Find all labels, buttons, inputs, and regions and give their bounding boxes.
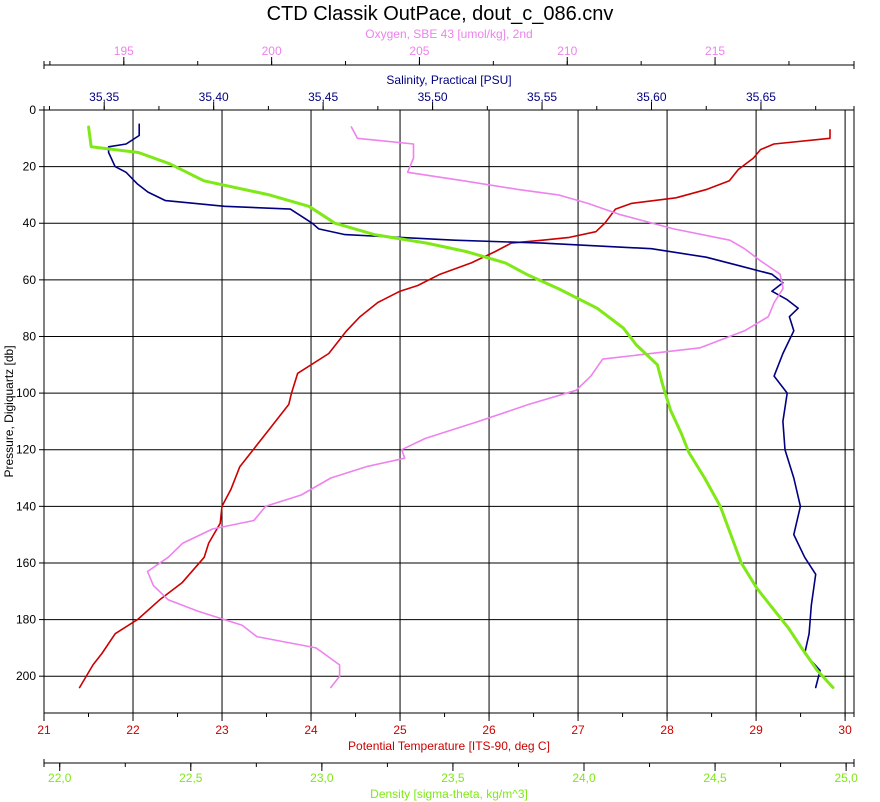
density-tick-label-5: 24,5 — [703, 771, 727, 785]
temperature-tick-label-1: 22 — [126, 723, 140, 737]
temperature-tick-label-8: 29 — [749, 723, 763, 737]
y-tick-label-1: 20 — [23, 160, 37, 174]
y-axis-label: Pressure, Digiquartz [db] — [2, 345, 16, 477]
density-tick-label-1: 22,5 — [179, 771, 203, 785]
temperature-tick-label-6: 27 — [571, 723, 585, 737]
salinity-tick-label-4: 35,55 — [527, 90, 557, 104]
density-tick-label-2: 23,0 — [310, 771, 334, 785]
oxygen-tick-label-1: 200 — [262, 44, 282, 58]
density-tick-label-0: 22,0 — [48, 771, 72, 785]
temperature-axis-label: Potential Temperature [ITS-90, deg C] — [348, 739, 550, 753]
temperature-tick-label-0: 21 — [37, 723, 51, 737]
density-tick-label-6: 25,0 — [834, 771, 858, 785]
oxygen-axis-label: Oxygen, SBE 43 [umol/kg], 2nd — [365, 27, 532, 41]
y-tick-label-3: 60 — [23, 273, 37, 287]
oxygen-tick-label-2: 205 — [409, 44, 429, 58]
oxygen-series-line — [146, 126, 784, 689]
salinity-tick-label-5: 35,60 — [636, 90, 666, 104]
salinity-axis-label: Salinity, Practical [PSU] — [386, 73, 511, 87]
temperature-tick-label-3: 24 — [304, 723, 318, 737]
density-tick-label-4: 24,0 — [572, 771, 596, 785]
y-tick-label-2: 40 — [23, 216, 37, 230]
y-tick-label-5: 100 — [16, 386, 36, 400]
oxygen-tick-label-4: 215 — [705, 44, 725, 58]
y-tick-label-0: 0 — [29, 103, 36, 117]
density-axis-label: Density [sigma-theta, kg/m^3] — [370, 787, 528, 801]
chart-title: CTD Classik OutPace, dout_c_086.cnv — [267, 3, 614, 25]
y-tick-label-10: 200 — [16, 669, 36, 683]
density-series-line — [87, 125, 835, 689]
y-tick-label-6: 120 — [16, 443, 36, 457]
salinity-tick-label-1: 35,40 — [199, 90, 229, 104]
temperature-series-line — [78, 129, 831, 689]
y-tick-label-7: 140 — [16, 499, 36, 513]
salinity-series-line — [107, 123, 821, 689]
salinity-tick-label-2: 35,45 — [308, 90, 338, 104]
salinity-tick-label-6: 35,65 — [746, 90, 776, 104]
temperature-tick-label-9: 30 — [838, 723, 852, 737]
oxygen-tick-label-0: 195 — [114, 44, 134, 58]
salinity-tick-label-0: 35,35 — [89, 90, 119, 104]
temperature-tick-label-7: 28 — [660, 723, 674, 737]
salinity-tick-label-3: 35,50 — [418, 90, 448, 104]
y-tick-label-9: 180 — [16, 613, 36, 627]
y-tick-label-8: 160 — [16, 556, 36, 570]
temperature-tick-label-5: 26 — [482, 723, 496, 737]
temperature-tick-label-2: 23 — [215, 723, 229, 737]
y-tick-label-4: 80 — [23, 329, 37, 343]
temperature-tick-label-4: 25 — [393, 723, 407, 737]
density-tick-label-3: 23,5 — [441, 771, 465, 785]
oxygen-tick-label-3: 210 — [557, 44, 577, 58]
